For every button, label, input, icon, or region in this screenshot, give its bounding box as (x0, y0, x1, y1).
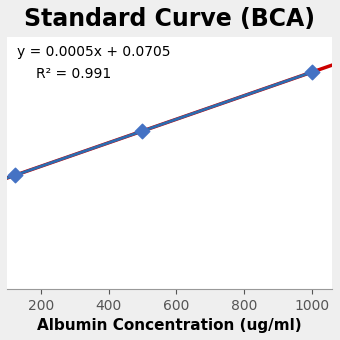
Point (309, 69, 314, 75)
X-axis label: Albumin Concentration (ug/ml): Albumin Concentration (ug/ml) (37, 318, 302, 333)
Point (140, 128, 145, 134)
Text: y = 0.0005x + 0.0705: y = 0.0005x + 0.0705 (17, 45, 170, 58)
Title: Standard Curve (BCA): Standard Curve (BCA) (24, 7, 315, 31)
Point (13, 172, 18, 178)
Text: R² = 0.991: R² = 0.991 (36, 67, 112, 81)
